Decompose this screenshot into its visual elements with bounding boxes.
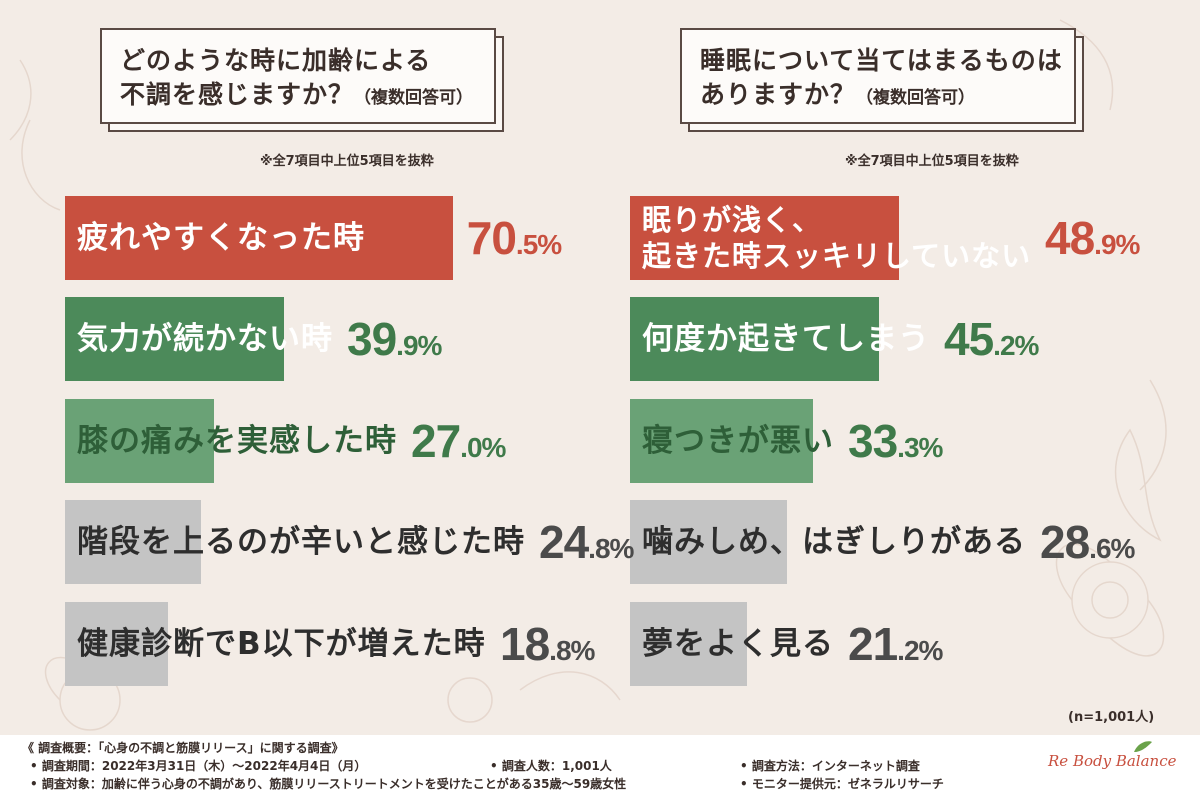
bar — [65, 399, 214, 483]
bar-label-line: 起きた時スッキリしていない — [642, 239, 1032, 273]
brand-logo: Re Body Balance — [1048, 752, 1177, 770]
left-question-line2: 不調を感じますか？（複数回答可） — [120, 80, 474, 109]
bar-value-label: 18.8% — [500, 618, 595, 670]
bar-label: 夢をよく見る — [642, 626, 834, 662]
footer-count: • 調査人数：1,001人 — [490, 759, 612, 773]
bar-label: 寝つきが悪い — [642, 423, 834, 459]
bar — [630, 196, 899, 280]
bar — [630, 602, 747, 686]
bar-row: 健康診断でB以下が増えた時 18.8% — [65, 602, 605, 686]
right-question-line2: ありますか？（複数回答可） — [700, 80, 976, 109]
bar-label: 階段を上るのが辛いと感じた時 — [77, 524, 525, 560]
bar-label: 噛みしめ、はぎしりがある — [642, 524, 1026, 560]
bar — [630, 500, 788, 584]
question-box-front: 睡眠について当てはまるものは ありますか？（複数回答可） — [680, 28, 1076, 124]
bar-label: 膝の痛みを実感した時 — [77, 423, 397, 459]
footer-period: • 調査期間：2022年3月31日（木）～2022年4月4日（月） — [30, 759, 367, 773]
bar-row: 気力が続かない時 39.9% — [65, 297, 605, 381]
bar — [65, 602, 169, 686]
bar-label: 疲れやすくなった時 — [77, 220, 365, 256]
right-question-suffix: （複数回答可） — [856, 88, 976, 108]
bar-row: 寝つきが悪い 33.3% — [630, 399, 1170, 483]
bar-value-label: 24.8% — [539, 516, 634, 568]
bar-row: 膝の痛みを実感した時 27.0% — [65, 399, 605, 483]
bar-label: 何度か起きてしまう — [642, 321, 930, 357]
bar-value-label: 45.2% — [944, 313, 1039, 365]
survey-overview-footer: 《 調査概要：「心身の不調と筋膜リリース」に関する調査》 • 調査期間：2022… — [0, 735, 1200, 800]
left-question-line1: どのような時に加齢による — [120, 46, 432, 75]
bar-row: 階段を上るのが辛いと感じた時 24.8% — [65, 500, 634, 584]
bar-value-label: 28.6% — [1040, 516, 1135, 568]
footer-method: • 調査方法：インターネット調査 — [740, 759, 920, 773]
right-note: ※全7項目中上位5項目を抜粋 — [845, 154, 1019, 169]
bar-label: 気力が続かない時 — [77, 321, 333, 357]
bar-value-label: 70.5% — [466, 212, 562, 264]
question-box-front: どのような時に加齢による 不調を感じますか？（複数回答可） — [100, 28, 496, 124]
bar-label: 健康診断でB以下が増えた時 — [77, 626, 486, 662]
right-question-line1: 睡眠について当てはまるものは — [700, 46, 1063, 75]
bar-row: 夢をよく見る 21.2% — [630, 602, 1170, 686]
bar — [65, 500, 202, 584]
bar-row: 噛みしめ、はぎしりがある 28.6% — [630, 500, 1170, 584]
bar-value-label: 39.9% — [347, 313, 442, 365]
footer-target: • 調査対象：加齢に伴う心身の不調があり、筋膜リリーストリートメントを受けたこと… — [30, 777, 627, 791]
bar-value-label: 33.3% — [848, 415, 943, 467]
footer-provider: • モニター提供元：ゼネラルリサーチ — [740, 777, 944, 791]
bar-label: 眠りが浅く、 起きた時スッキリしていない — [642, 202, 1031, 274]
bar-value-label: 27.0% — [411, 415, 506, 467]
bar — [630, 399, 814, 483]
bar-row: 眠りが浅く、 起きた時スッキリしていない 48.9% — [630, 196, 1170, 280]
bar — [65, 297, 285, 381]
bar-row: 何度か起きてしまう 45.2% — [630, 297, 1170, 381]
sample-size-note: (n=1,001人) — [1068, 710, 1155, 725]
left-note: ※全7項目中上位5項目を抜粋 — [260, 154, 434, 169]
leaf-icon — [1134, 741, 1152, 752]
bar-label-line: 眠りが浅く、 — [642, 203, 823, 237]
bar-value-label: 48.9% — [1045, 212, 1140, 264]
left-question-box: どのような時に加齢による 不調を感じますか？（複数回答可） — [100, 28, 504, 132]
bar-row: 疲れやすくなった時 70.5% — [65, 196, 605, 280]
left-question-suffix: （複数回答可） — [354, 88, 474, 108]
bar — [65, 196, 453, 280]
bar — [630, 297, 879, 381]
right-question-box: 睡眠について当てはまるものは ありますか？（複数回答可） — [680, 28, 1084, 132]
bar-value-label: 21.2% — [848, 618, 943, 670]
footer-overview: 《 調査概要：「心身の不調と筋膜リリース」に関する調査》 — [22, 741, 344, 755]
